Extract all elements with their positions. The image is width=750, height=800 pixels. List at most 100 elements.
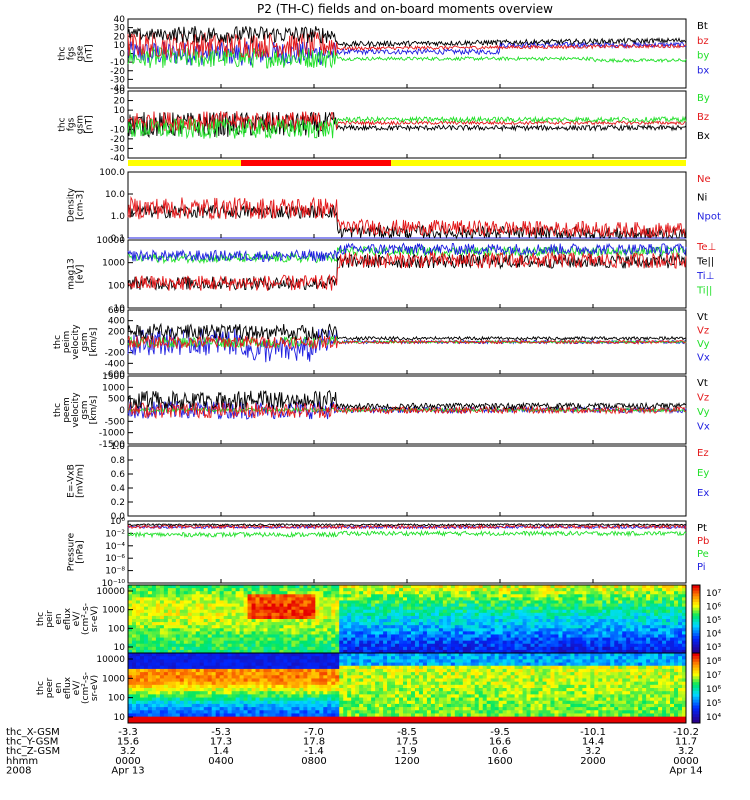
spectrogram-cell	[187, 609, 193, 614]
spectrogram-cell	[642, 640, 647, 645]
spectrogram-cell	[223, 684, 229, 689]
spectrogram-cell	[494, 606, 500, 611]
spectrogram-cell	[267, 678, 272, 683]
spectrogram-cell	[307, 594, 312, 598]
spectrogram-cell	[311, 656, 316, 660]
spectrogram-cell	[307, 606, 312, 611]
spectrogram-cell	[335, 625, 340, 629]
spectrogram-cell	[235, 609, 240, 614]
spectrogram-cell	[128, 675, 133, 679]
spectrogram-cell	[135, 672, 141, 676]
spectrogram-cell	[311, 665, 316, 670]
spectrogram-cell	[211, 619, 217, 623]
spectrogram-cell	[654, 634, 659, 638]
spectrogram-cell	[498, 646, 504, 651]
spectrogram-cell	[155, 591, 161, 595]
spectrogram-cell	[315, 612, 320, 617]
spectrogram-cell	[359, 672, 364, 676]
spectrogram-cell	[219, 653, 225, 657]
spectrogram-cell	[231, 634, 237, 638]
spectrogram-cell	[331, 637, 336, 642]
spectrogram-cell	[510, 628, 516, 632]
spectrogram-cell	[223, 710, 229, 714]
spectrogram-cell	[239, 665, 244, 670]
spectrogram-cell	[183, 675, 189, 679]
spectrogram-cell	[299, 713, 304, 718]
spectrogram-cell	[650, 640, 655, 645]
spectrogram-cell	[151, 713, 157, 718]
spectrogram-cell	[578, 640, 583, 645]
spectrogram-cell	[550, 585, 555, 589]
spectrogram-cell	[199, 665, 205, 670]
spectrogram-cell	[430, 631, 436, 635]
spectrogram-cell	[458, 640, 464, 645]
spectrogram-cell	[263, 622, 268, 626]
spectrogram-cell	[498, 606, 504, 611]
spectrogram-cell	[506, 606, 512, 611]
spectrogram-cell	[462, 628, 468, 632]
spectrogram-cell	[367, 668, 372, 673]
spectrogram-cell	[482, 609, 488, 614]
spectrogram-cell	[143, 603, 149, 608]
spectrogram-cell	[163, 609, 169, 614]
y-tick-label: 100	[108, 281, 125, 291]
spectrogram-cell	[235, 625, 240, 629]
spectrogram-cell	[462, 619, 468, 623]
spectrogram-cell	[598, 640, 603, 645]
y-tick-label: 1000	[102, 383, 125, 393]
spectrogram-cell	[135, 697, 141, 702]
spectrogram-cell	[207, 713, 213, 718]
spectrogram-cell	[315, 622, 320, 626]
spectrogram-cell	[147, 672, 153, 676]
spectrogram-cell	[407, 591, 412, 595]
y-tick-label: -30	[110, 75, 125, 85]
spectrogram-cell	[135, 703, 141, 708]
spectrogram-cell	[191, 710, 197, 714]
spectrogram-cell	[466, 594, 472, 598]
spectrogram-cell	[303, 637, 308, 642]
spectrogram-cell	[363, 681, 368, 686]
spectrogram-cell	[319, 675, 324, 679]
spectrogram-cell	[379, 628, 384, 632]
spectrogram-cell	[247, 649, 252, 654]
spectrogram-cell	[307, 640, 312, 645]
spectrogram-cell	[383, 606, 388, 611]
spectrogram-cell	[263, 672, 268, 676]
spectrogram-cell	[450, 609, 456, 614]
spectrogram-cell	[199, 612, 205, 617]
spectrogram-cell	[327, 649, 332, 654]
spectrogram-cell	[199, 600, 205, 604]
spectrogram-cell	[434, 628, 440, 632]
spectrogram-cell	[395, 612, 400, 617]
spectrogram-cell	[670, 649, 675, 654]
spectrogram-cell	[275, 646, 280, 651]
spectrogram-cell	[482, 646, 488, 651]
mode-bar	[128, 160, 686, 166]
spectrogram-cell	[287, 597, 292, 601]
spectrogram-cell	[179, 643, 185, 648]
spectrogram-cell	[486, 585, 492, 589]
spectrogram-cell	[131, 710, 137, 714]
spectrogram-cell	[279, 588, 284, 592]
spectrogram-cell	[654, 600, 659, 604]
spectrogram-cell	[295, 697, 300, 702]
spectrogram-cell	[654, 609, 659, 614]
spectrogram-cell	[614, 609, 619, 614]
colorbar-tick-label: 10⁵	[706, 616, 721, 626]
spectrogram-cell	[410, 649, 416, 654]
spectrogram-cell	[363, 675, 368, 679]
spectrogram-cell	[486, 634, 492, 638]
spectrogram-cell	[287, 606, 292, 611]
spectrogram-cell	[586, 600, 591, 604]
spectrogram-cell	[295, 672, 300, 676]
spectrogram-cell	[151, 719, 157, 724]
spectrogram-cell	[454, 643, 460, 648]
spectrogram-cell	[466, 625, 472, 629]
spectrogram-cell	[526, 597, 531, 601]
spectrogram-cell	[391, 588, 396, 592]
spectrogram-cell	[235, 716, 240, 721]
spectrogram-cell	[239, 591, 244, 595]
spectrogram-cell	[391, 678, 396, 683]
spectrogram-cell	[514, 649, 519, 654]
spectrogram-cell	[363, 615, 368, 620]
